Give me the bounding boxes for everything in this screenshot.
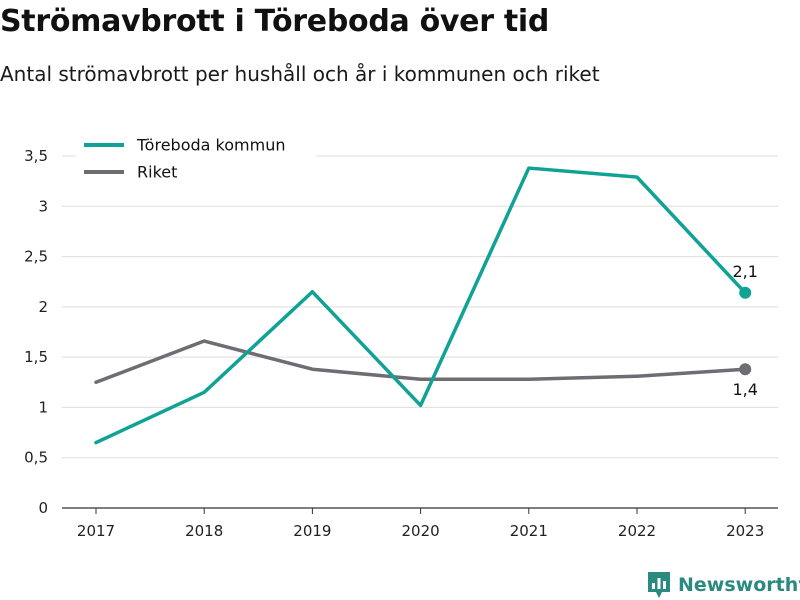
x-tick-label: 2019 <box>293 522 331 540</box>
y-tick-label: 2,5 <box>24 248 48 266</box>
y-tick-label: 2 <box>38 298 48 316</box>
x-tick-label: 2023 <box>726 522 764 540</box>
x-tick-label: 2017 <box>77 522 115 540</box>
series-line-toreboda <box>94 166 747 445</box>
y-tick-label: 0,5 <box>24 449 48 467</box>
legend: Töreboda kommun Riket <box>76 130 316 186</box>
legend-label: Töreboda kommun <box>136 136 285 155</box>
x-tick-label: 2021 <box>510 522 548 540</box>
end-value-label: 2,1 <box>732 262 757 281</box>
end-point-marker <box>739 363 752 376</box>
x-axis: 2017 2018 2019 2020 2021 2022 2023 <box>62 507 778 540</box>
y-tick-label: 0 <box>38 499 48 517</box>
y-axis-ticks: 0 0,5 1 1,5 2 2,5 3 3,5 <box>24 147 48 517</box>
end-point-marker <box>739 286 752 299</box>
y-tick-label: 1,5 <box>24 348 48 366</box>
x-tick-label: 2020 <box>402 522 440 540</box>
series-lines <box>94 166 752 445</box>
legend-background <box>76 130 316 186</box>
chart-subtitle: Antal strömavbrott per hushåll och år i … <box>0 62 600 86</box>
brand-name: Newsworthy <box>678 574 800 596</box>
chart-title: Strömavbrott i Töreboda över tid <box>0 4 550 39</box>
grid-lines <box>62 155 778 459</box>
y-tick-label: 3,5 <box>24 147 48 165</box>
series-line-riket <box>94 339 747 385</box>
y-tick-label: 1 <box>38 398 48 416</box>
x-tick-label: 2022 <box>618 522 656 540</box>
end-value-label: 1,4 <box>732 380 757 399</box>
brand-logo: Newsworthy <box>646 570 800 600</box>
chart-logo-icon <box>648 572 670 598</box>
legend-label: Riket <box>137 163 177 182</box>
end-labels: 2,1 1,4 <box>732 262 757 399</box>
x-tick-label: 2018 <box>185 522 223 540</box>
y-tick-label: 3 <box>38 197 48 215</box>
